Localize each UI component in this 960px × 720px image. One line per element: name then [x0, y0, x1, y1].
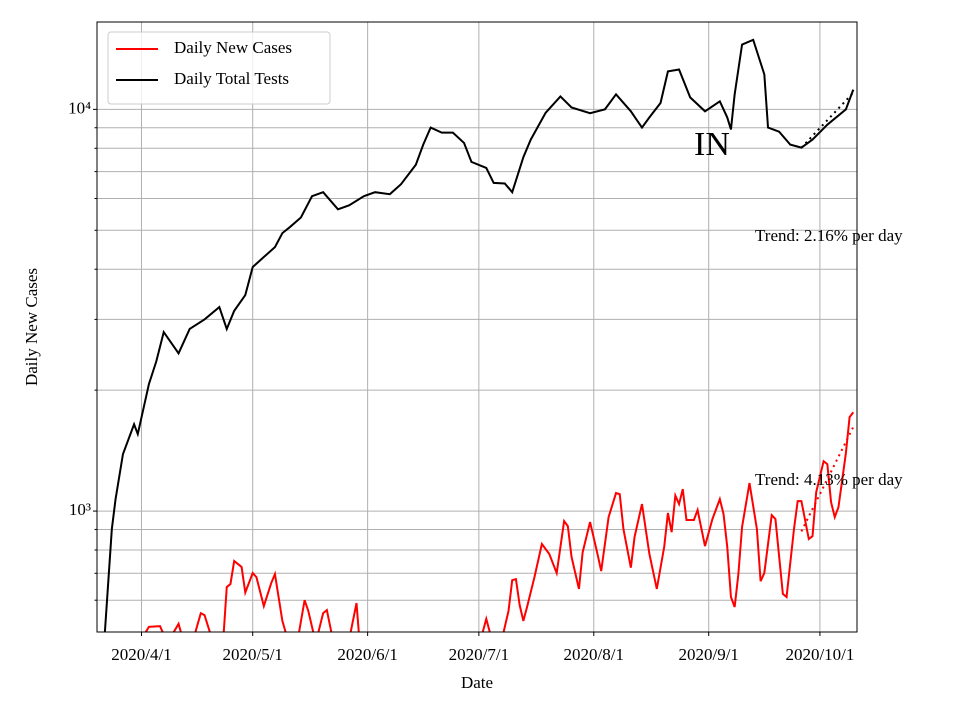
- x-tick-label: 2020/10/1: [785, 645, 854, 664]
- annotation: Trend: 4.13% per day: [755, 470, 903, 489]
- x-tick-label: 2020/7/1: [449, 645, 509, 664]
- x-axis-label: Date: [461, 673, 493, 692]
- legend-label: Daily Total Tests: [174, 69, 289, 88]
- x-tick-label: 2020/6/1: [337, 645, 397, 664]
- plot-area: [103, 38, 855, 632]
- legend-label: Daily New Cases: [174, 38, 292, 57]
- series-line: [103, 38, 855, 632]
- trend-line: [800, 426, 855, 532]
- legend-box: [107, 31, 331, 105]
- series-line: [144, 411, 855, 632]
- y-tick-label: 10⁴: [68, 98, 91, 117]
- x-tick-label: 2020/5/1: [222, 645, 282, 664]
- annotation: Trend: 2.16% per day: [755, 226, 903, 245]
- annotation: IN: [694, 126, 730, 163]
- trend-line: [800, 92, 855, 149]
- plot-frame: [96, 21, 858, 633]
- x-tick-label: 2020/8/1: [564, 645, 624, 664]
- y-axis-label: Daily New Cases: [22, 268, 41, 386]
- x-tick-label: 2020/4/1: [111, 645, 171, 664]
- x-tick-label: 2020/9/1: [678, 645, 738, 664]
- y-tick-label: 10³: [69, 500, 91, 519]
